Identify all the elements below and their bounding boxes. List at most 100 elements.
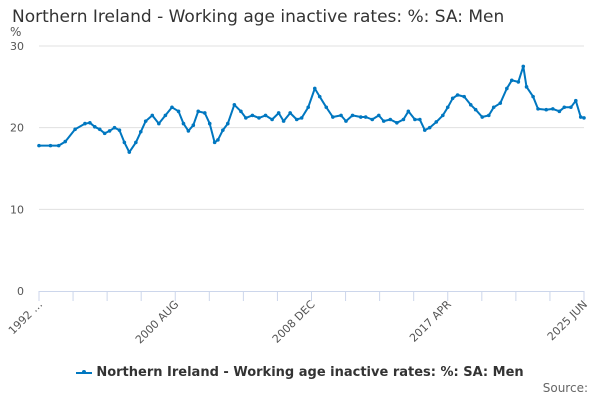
data-point <box>462 94 466 99</box>
y-tick-label: 10 <box>10 203 24 216</box>
y-tick-label: 20 <box>10 122 24 135</box>
data-point <box>562 105 567 110</box>
data-point <box>232 103 237 107</box>
data-point <box>344 119 348 123</box>
data-point <box>401 117 406 122</box>
data-point <box>107 129 112 133</box>
data-point <box>225 121 230 126</box>
data-point <box>202 111 207 115</box>
chart-title: Northern Ireland - Working age inactive … <box>12 7 505 27</box>
data-point <box>56 143 61 148</box>
data-point <box>468 103 473 107</box>
data-point <box>196 109 201 114</box>
y-tick-label: 30 <box>10 40 24 53</box>
data-point <box>422 128 427 132</box>
data-point <box>505 86 509 91</box>
data-point <box>102 131 107 136</box>
data-point <box>181 121 186 126</box>
data-point <box>216 138 220 142</box>
data-point <box>212 140 217 145</box>
data-point <box>441 113 445 118</box>
data-point <box>521 64 526 69</box>
data-point <box>578 115 583 119</box>
data-point <box>112 125 117 130</box>
data-point <box>138 129 143 134</box>
data-point <box>48 143 53 148</box>
data-point <box>377 113 381 118</box>
data-point <box>97 127 102 132</box>
data-point <box>480 115 485 119</box>
data-point <box>331 115 335 119</box>
data-point <box>257 116 261 120</box>
data-point <box>281 119 286 123</box>
data-point <box>312 86 317 91</box>
y-tick-label: 0 <box>17 285 24 298</box>
data-point <box>63 139 68 144</box>
data-point <box>388 117 393 122</box>
data-point <box>418 117 422 122</box>
data-point <box>370 117 375 122</box>
data-point <box>524 85 529 89</box>
data-point <box>134 140 138 145</box>
data-point <box>143 119 148 123</box>
data-point <box>413 117 417 122</box>
data-point <box>163 113 168 118</box>
data-point <box>491 105 496 110</box>
data-point <box>150 113 155 118</box>
x-tick-label: 2025 JUN <box>545 298 590 343</box>
data-point <box>455 93 460 97</box>
source-label[interactable]: Source: <box>542 381 588 395</box>
data-point <box>88 120 92 125</box>
data-point <box>569 105 573 110</box>
x-tick-label: 1992 … <box>6 298 45 337</box>
data-point <box>207 121 212 126</box>
data-point <box>582 116 586 120</box>
data-point <box>239 109 243 114</box>
data-point <box>544 107 549 112</box>
data-point <box>324 105 329 110</box>
data-point <box>450 96 455 101</box>
data-point <box>363 115 368 119</box>
x-tick-label: 2017 APR <box>407 298 454 345</box>
legend-line-marker-icon <box>76 370 93 374</box>
data-point <box>73 127 77 132</box>
data-point <box>157 121 161 126</box>
data-point <box>406 109 411 114</box>
data-point <box>473 107 478 112</box>
data-point <box>294 117 299 122</box>
data-point <box>573 98 578 103</box>
data-point <box>276 111 281 115</box>
data-point <box>122 140 127 145</box>
data-point <box>358 115 363 119</box>
y-axis-unit: % <box>10 25 21 39</box>
x-tick-label: 2008 DEC <box>270 298 318 346</box>
data-point <box>536 107 540 111</box>
data-point <box>263 113 268 118</box>
data-point <box>498 101 503 105</box>
data-point <box>381 119 386 123</box>
legend-label: Northern Ireland - Working age inactive … <box>96 365 524 380</box>
data-point <box>516 80 521 84</box>
data-point <box>170 105 174 110</box>
data-point <box>339 113 343 118</box>
series-line <box>39 65 585 154</box>
x-tick-label: 2000 AUG <box>133 298 182 347</box>
data-point <box>270 117 274 122</box>
data-point <box>395 120 399 125</box>
data-point <box>427 125 432 130</box>
data-point <box>557 109 562 114</box>
data-point <box>551 107 555 111</box>
data-point <box>176 109 181 114</box>
data-point <box>434 120 439 124</box>
data-point <box>83 121 87 126</box>
data-point <box>221 128 225 132</box>
data-point <box>244 116 248 120</box>
data-point <box>350 113 355 118</box>
data-point <box>250 113 255 118</box>
data-point <box>117 128 122 132</box>
data-point <box>306 105 311 110</box>
data-point <box>486 113 491 118</box>
legend[interactable]: Northern Ireland - Working age inactive … <box>0 365 600 380</box>
data-point <box>186 129 191 133</box>
